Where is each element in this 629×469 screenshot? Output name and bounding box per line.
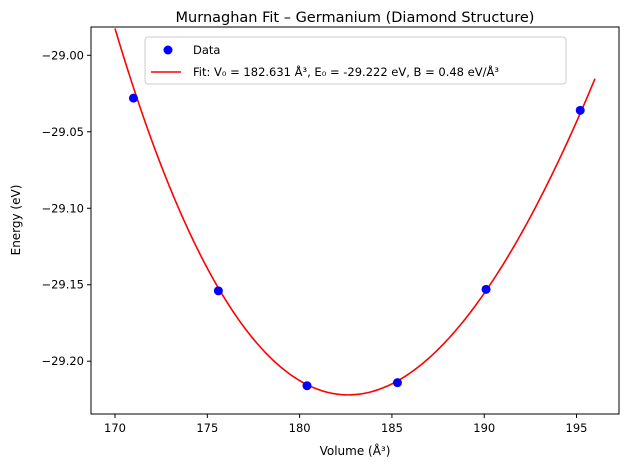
y-tick-label: −29.20 bbox=[41, 354, 84, 368]
fit-curve bbox=[114, 28, 596, 396]
y-tick-label: −29.10 bbox=[41, 201, 84, 215]
x-tick-label: 185 bbox=[381, 421, 403, 435]
legend-box bbox=[144, 36, 567, 85]
y-axis-label: Energy (eV) bbox=[9, 185, 23, 256]
legend: Data Fit: V₀ = 182.631 Å³, E₀ = -29.222 … bbox=[144, 36, 567, 85]
x-tick-label: 190 bbox=[473, 421, 495, 435]
y-tick-label: −29.00 bbox=[41, 48, 84, 62]
chart-title: Murnaghan Fit – Germanium (Diamond Struc… bbox=[176, 10, 535, 26]
x-tick-label: 170 bbox=[104, 421, 126, 435]
x-tick-label: 195 bbox=[566, 421, 588, 435]
legend-marker-data bbox=[163, 45, 173, 55]
data-point bbox=[213, 286, 223, 296]
legend-label-data: Data bbox=[193, 43, 220, 57]
y-tick-label: −29.05 bbox=[41, 125, 84, 139]
x-tick-label: 180 bbox=[289, 421, 311, 435]
x-axis-ticks: 170 175 180 185 190 195 bbox=[104, 414, 588, 435]
data-point bbox=[302, 381, 312, 391]
data-point bbox=[128, 93, 138, 103]
data-points-layer bbox=[128, 93, 585, 391]
x-axis-label: Volume (Å³) bbox=[320, 443, 391, 458]
y-tick-label: −29.15 bbox=[41, 278, 84, 292]
x-tick-label: 175 bbox=[196, 421, 218, 435]
y-axis-ticks: −29.00 −29.05 −29.10 −29.15 −29.20 bbox=[41, 48, 91, 368]
plot-frame bbox=[90, 26, 620, 415]
plot-area-background bbox=[91, 27, 619, 414]
data-point bbox=[575, 105, 585, 115]
legend-label-fit: Fit: V₀ = 182.631 Å³, E₀ = -29.222 eV, B… bbox=[193, 64, 499, 79]
data-point bbox=[392, 378, 402, 388]
fit-layer bbox=[114, 28, 596, 396]
data-point bbox=[481, 284, 491, 294]
